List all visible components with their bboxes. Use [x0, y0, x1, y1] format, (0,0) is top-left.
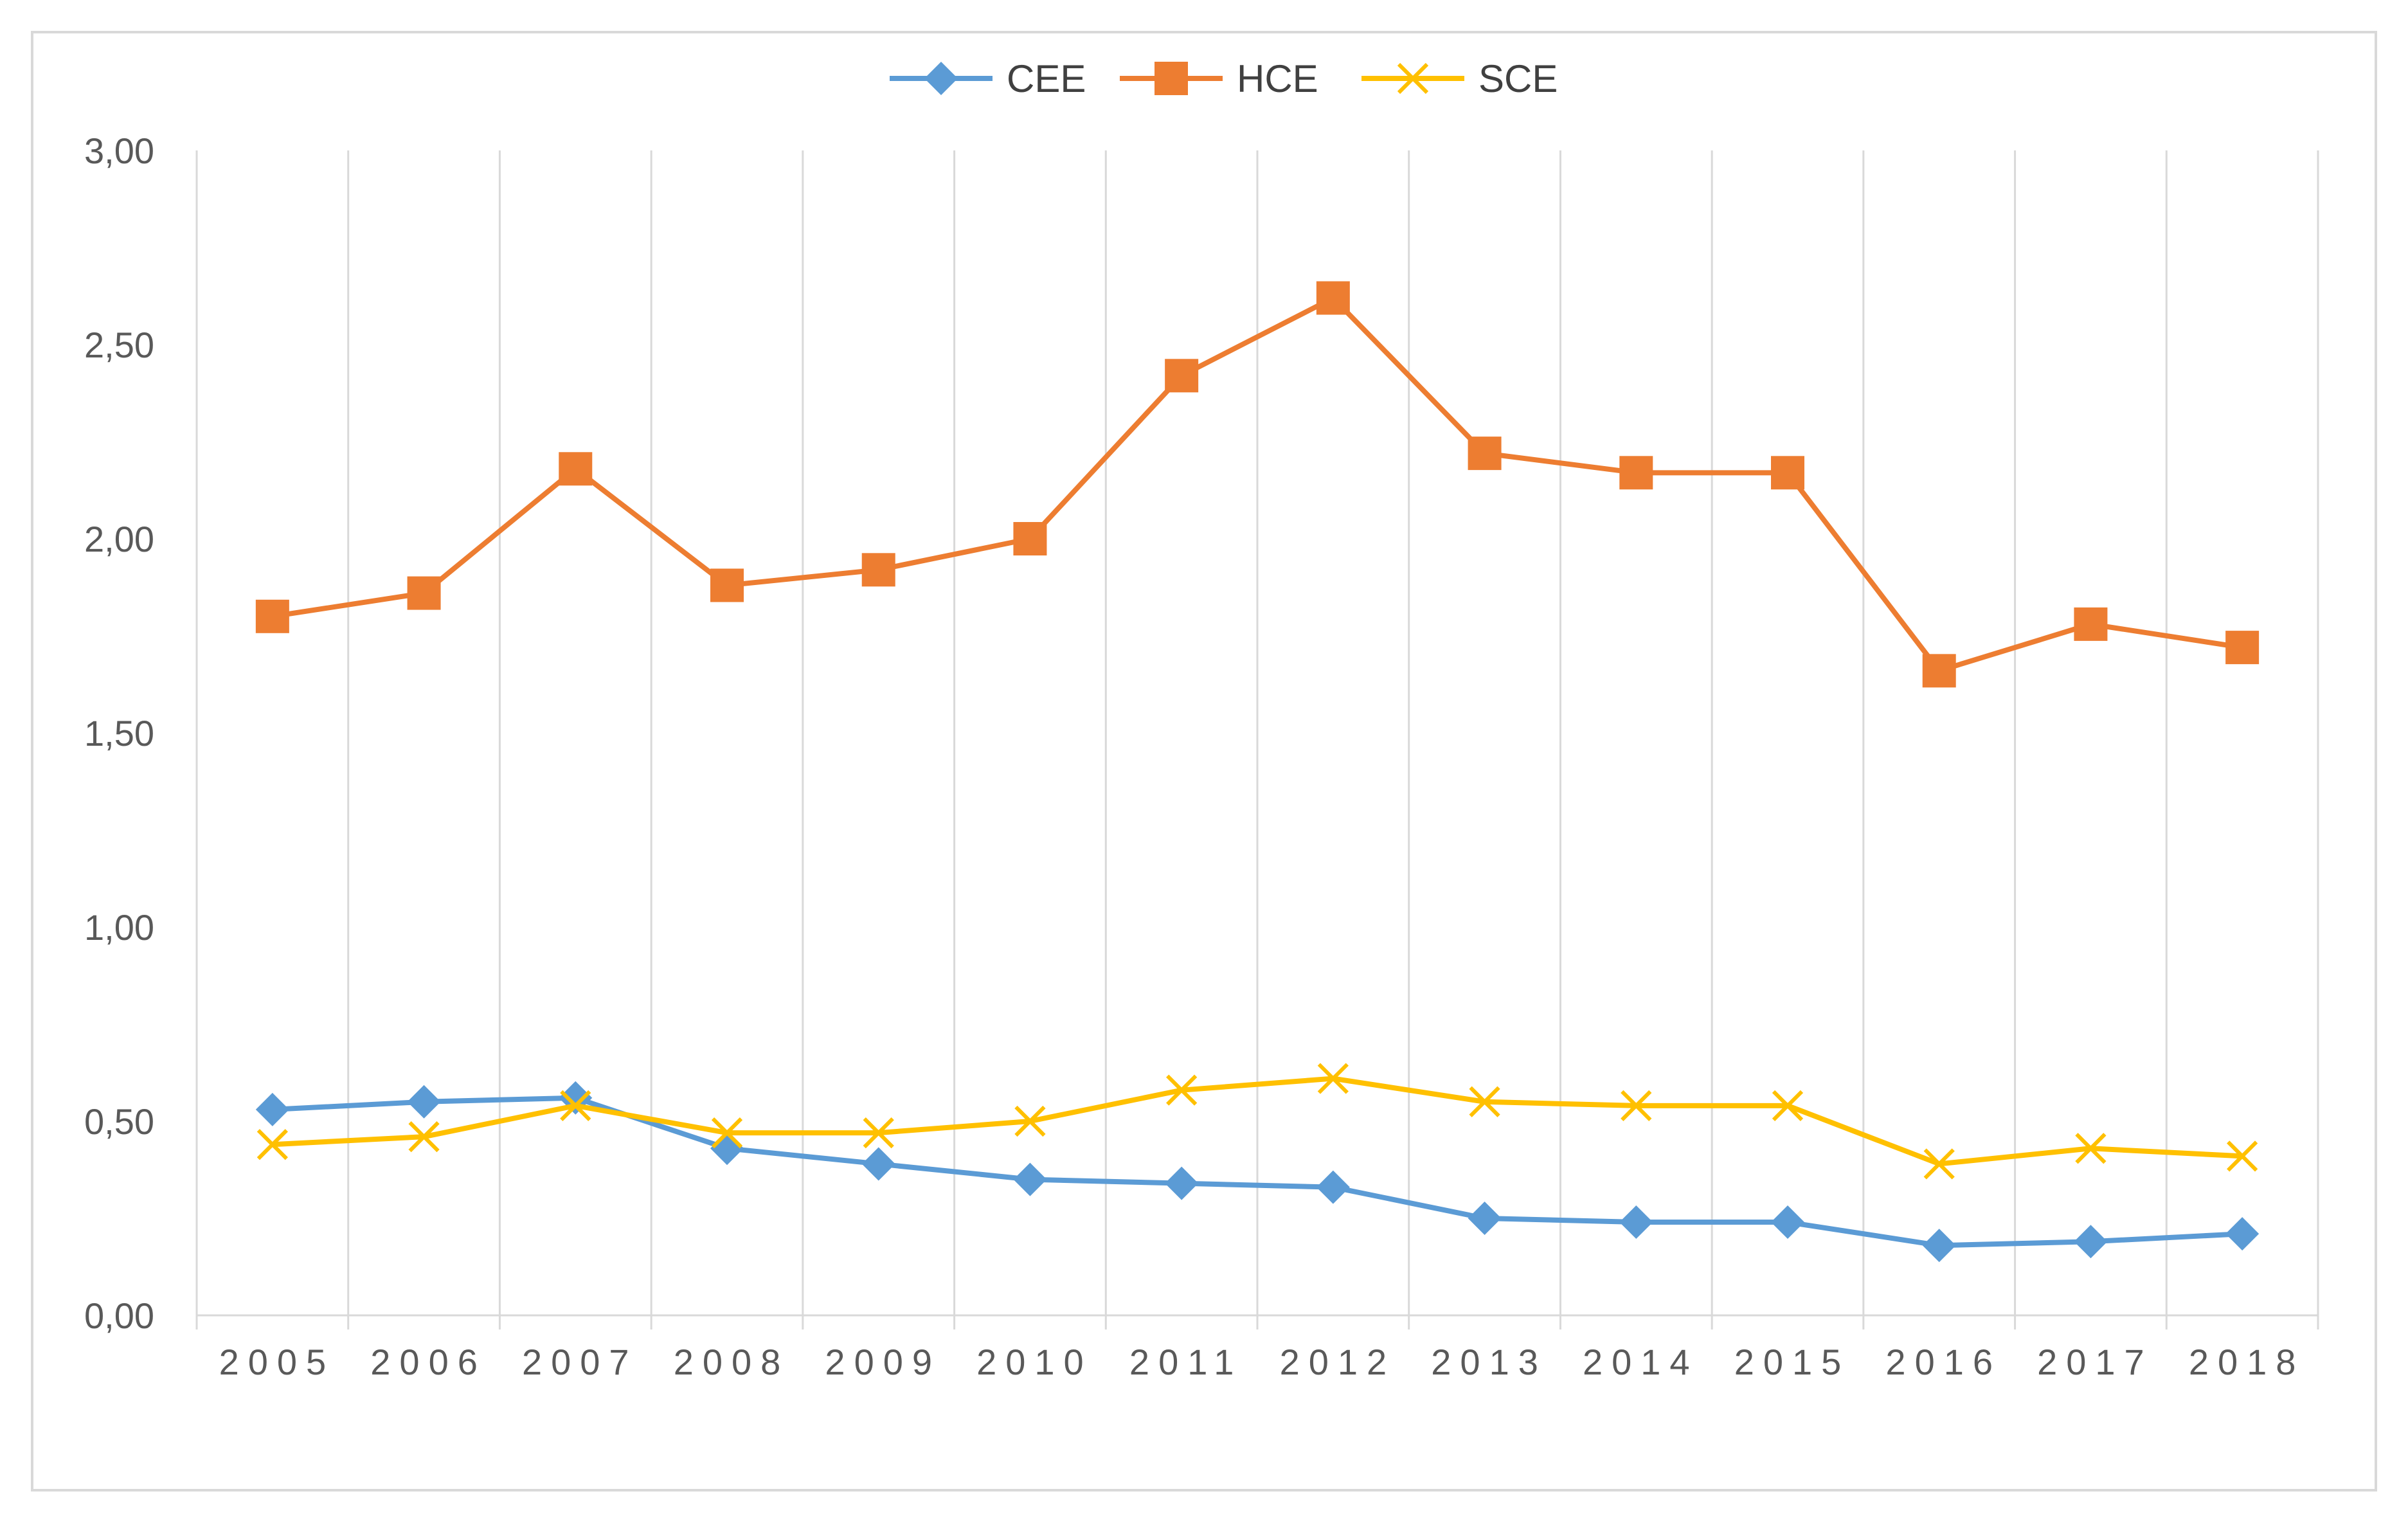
data-point-hce [710, 568, 744, 602]
x-tick-label: 2016 [1885, 1342, 2002, 1382]
data-point-hce [2074, 607, 2108, 641]
x-tick-label: 2008 [674, 1342, 790, 1382]
data-point-cee [710, 1131, 744, 1166]
data-point-cee [2225, 1217, 2260, 1251]
data-point-hce [1316, 281, 1350, 315]
y-tick-label: 3,00 [84, 131, 154, 171]
x-tick-label: 2018 [2189, 1342, 2305, 1382]
data-point-cee [1316, 1170, 1350, 1204]
data-point-sce [2075, 1133, 2107, 1164]
data-point-sce [1166, 1074, 1198, 1106]
x-tick-label: 2009 [825, 1342, 941, 1382]
legend-marker-sce [1397, 62, 1429, 95]
x-axis-tick-labels: 2005 2006 2007 2008 2009 2010 2011 2012 2013 2014… [219, 1342, 2305, 1382]
data-point-sce [408, 1121, 440, 1153]
y-tick-label: 0,00 [84, 1295, 154, 1336]
data-point-cee [1771, 1205, 1804, 1239]
series-layer [255, 281, 2260, 1263]
data-point-cee [407, 1085, 441, 1119]
legend-item-hce: HCE [1120, 57, 1318, 100]
legend-item-sce: SCE [1361, 57, 1558, 100]
series-cee [255, 1081, 2260, 1263]
data-point-sce [711, 1117, 743, 1149]
data-point-cee [2074, 1225, 2108, 1259]
x-tick-label: 2012 [1280, 1342, 1396, 1382]
data-point-cee [1922, 1229, 1956, 1263]
y-tick-label: 2,50 [84, 325, 154, 365]
y-tick-label: 2,00 [84, 519, 154, 559]
data-point-sce [1469, 1086, 1500, 1117]
data-point-hce [1165, 359, 1199, 393]
data-point-sce [1923, 1148, 1955, 1180]
data-point-cee [1468, 1202, 1502, 1235]
y-axis-tick-labels: 0,00 0,50 1,00 1,50 2,00 2,50 3,00 [84, 131, 154, 1336]
x-tick-label: 2007 [522, 1342, 638, 1382]
x-tick-label: 2017 [2037, 1342, 2153, 1382]
data-point-cee [1165, 1166, 1199, 1200]
data-point-sce [256, 1129, 288, 1160]
data-point-hce [1468, 437, 1502, 471]
data-point-hce [255, 599, 289, 633]
x-tick-label: 2006 [370, 1342, 487, 1382]
x-tick-label: 2013 [1431, 1342, 1547, 1382]
series-sce [256, 1063, 2258, 1180]
data-point-sce [1621, 1090, 1652, 1121]
data-point-hce [861, 553, 895, 587]
data-point-cee [861, 1147, 895, 1181]
data-point-hce [559, 452, 593, 486]
x-tick-label: 2010 [976, 1342, 1093, 1382]
legend-label-sce: SCE [1478, 57, 1558, 100]
series-line-sce [269, 1076, 2245, 1167]
y-tick-label: 0,50 [84, 1101, 154, 1142]
data-point-cee [1013, 1162, 1047, 1196]
y-tick-label: 1,50 [84, 713, 154, 753]
data-point-sce [1772, 1090, 1804, 1121]
x-tick-label: 2015 [1734, 1342, 1851, 1382]
data-point-hce [2225, 631, 2260, 665]
data-point-hce [407, 576, 441, 610]
data-point-sce [863, 1117, 894, 1149]
y-tick-label: 1,00 [84, 907, 154, 948]
series-line-hce [269, 295, 2245, 674]
series-line-cee [269, 1095, 2245, 1248]
x-tick-label: 2011 [1129, 1342, 1243, 1382]
legend-item-cee: CEE [890, 57, 1086, 100]
legend-marker-hce [1155, 62, 1188, 95]
data-point-hce [1771, 456, 1804, 490]
legend-label-cee: CEE [1007, 57, 1086, 100]
legend-marker-cee [924, 62, 958, 95]
legend-label-hce: HCE [1237, 57, 1318, 100]
chart-frame [31, 31, 2377, 1491]
legend: CEE HCE SCE [890, 57, 1558, 100]
x-tick-label: 2005 [219, 1342, 336, 1382]
data-point-cee [1619, 1205, 1653, 1239]
data-point-sce [1014, 1105, 1046, 1137]
data-point-sce [1317, 1063, 1349, 1094]
data-point-hce [1013, 522, 1047, 555]
x-tick-label: 2014 [1583, 1342, 1699, 1382]
series-hce [255, 281, 2260, 688]
data-point-hce [1922, 654, 1956, 688]
data-point-cee [255, 1092, 289, 1126]
gridlines [195, 150, 2319, 1329]
data-point-sce [2227, 1140, 2258, 1172]
data-point-hce [1619, 456, 1653, 490]
data-point-sce [560, 1090, 591, 1121]
